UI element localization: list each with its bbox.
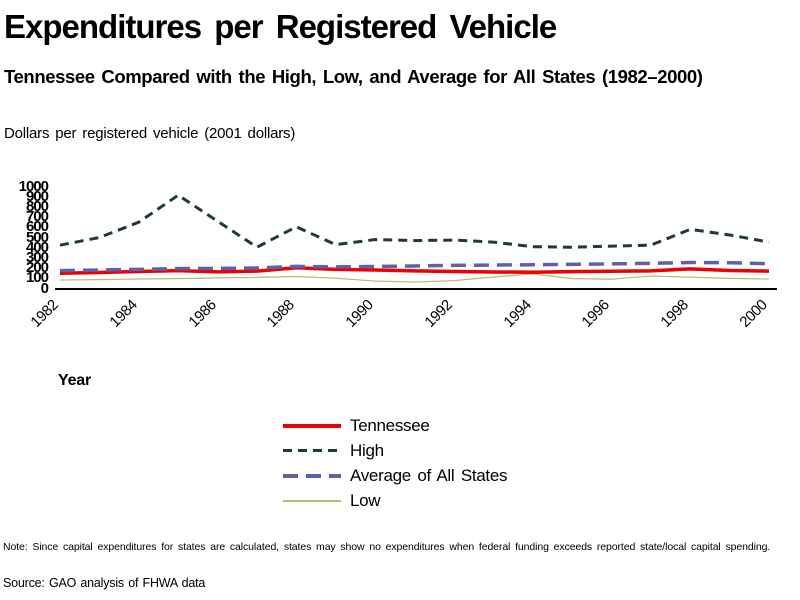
y-tick-label-900: 900: [25, 187, 49, 205]
low-swatch-icon: [283, 499, 341, 502]
legend-item-high: High: [283, 438, 507, 463]
y-tick-label-300: 300: [25, 248, 49, 266]
legend-label: High: [350, 440, 384, 460]
tennessee-line: [59, 266, 770, 275]
chart-subtitle: Tennessee Compared with the High, Low, a…: [4, 66, 703, 87]
y-tick-label-500: 500: [25, 228, 49, 246]
y-tick-label-0: 0: [40, 279, 49, 297]
legend-label: Average of All States: [350, 465, 508, 485]
source-line: Source: GAO analysis of FHWA data: [3, 576, 206, 590]
y-tick-label-600: 600: [25, 218, 49, 236]
legend-label: Low: [350, 490, 381, 510]
y-tick-label-800: 800: [25, 197, 49, 215]
y-tick-label-200: 200: [25, 259, 49, 277]
high-swatch-icon: [283, 449, 341, 452]
legend-item-average-of-all-states: Average of All States: [283, 463, 508, 488]
y-tick-label-400: 400: [25, 238, 49, 256]
legend-item-low: Low: [283, 488, 507, 513]
y-tick-label-700: 700: [25, 208, 49, 226]
y-tick-label-100: 100: [25, 269, 49, 287]
legend-label: Tennessee: [350, 415, 430, 435]
y-tick-label-1000: 1000: [18, 177, 49, 195]
chart-legend: Tennessee High Average of All States Low: [283, 413, 508, 513]
low-line: [59, 273, 770, 283]
average-of-all-states-line: [59, 260, 770, 273]
x-axis-title: Year: [58, 372, 92, 389]
y-axis-units-label: Dollars per registered vehicle (2001 dol…: [4, 125, 296, 142]
average-of-all-states-swatch-icon: [283, 473, 341, 478]
high-line: [59, 193, 770, 249]
footnote: Note: Since capital expenditures for sta…: [3, 541, 771, 553]
page-title: Expenditures per Registered Vehicle: [4, 8, 557, 45]
tennessee-swatch-icon: [283, 423, 341, 428]
legend-item-tennessee: Tennessee: [283, 413, 507, 438]
